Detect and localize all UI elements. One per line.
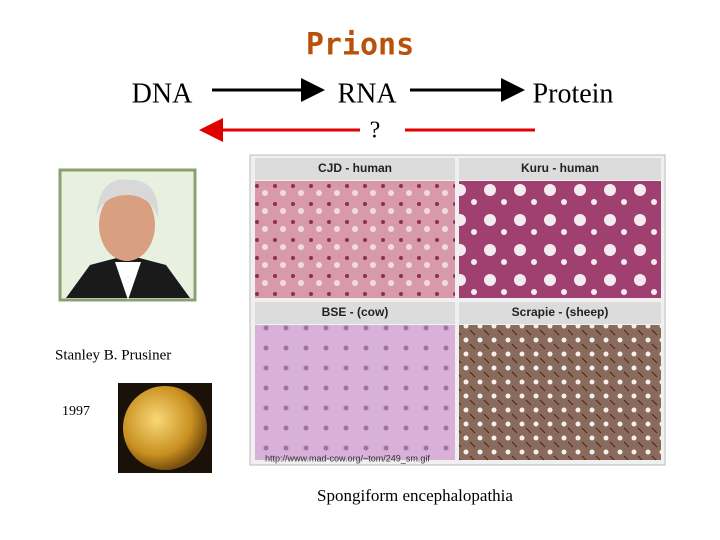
slide-caption: Spongiform encephalopathia: [317, 486, 513, 505]
panel-label: Scrapie - (sheep): [512, 305, 609, 319]
portrait-caption: Stanley B. Prusiner: [55, 347, 171, 363]
slide-title: Prions: [306, 28, 414, 63]
dogma-rna: RNA: [337, 78, 397, 109]
panel-label: CJD - human: [318, 161, 392, 175]
panel-label: Kuru - human: [521, 161, 599, 175]
question-mark: ?: [370, 118, 381, 144]
image-source: http://www.mad-cow.org/~tom/249_sm.gif: [265, 453, 430, 463]
dogma-dna: DNA: [132, 78, 193, 109]
portrait: [58, 168, 197, 302]
panel-label: BSE - (cow): [322, 305, 389, 319]
micrograph-panel: [249, 154, 666, 466]
award-year: 1997: [62, 404, 90, 419]
dogma-protein: Protein: [533, 78, 614, 109]
nobel-medal: [118, 383, 212, 473]
